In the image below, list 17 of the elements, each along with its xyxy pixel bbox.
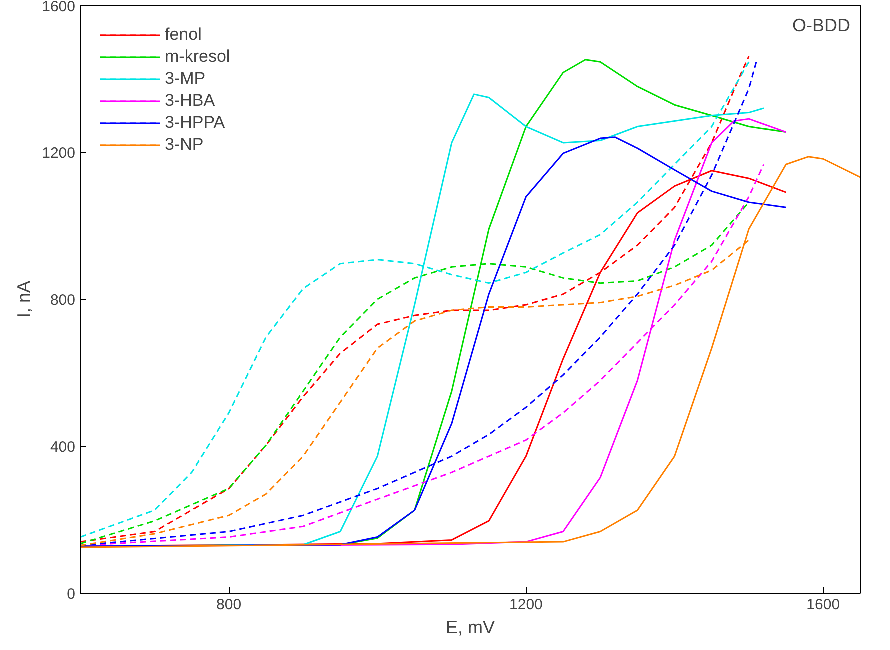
legend-label: 3-HBA [165, 91, 216, 111]
y-tick-label: 400 [50, 439, 76, 456]
x-tick-label: 800 [216, 596, 242, 614]
y-tick-label: 1600 [42, 0, 76, 16]
y-tick-label: 0 [67, 586, 76, 603]
y-tick-label: 1200 [42, 145, 76, 162]
x-axis-title: E, mV [446, 618, 496, 638]
y-axis-title: I, nA [14, 280, 34, 318]
legend-label: 3-MP [165, 69, 206, 89]
x-tick-label: 1600 [806, 596, 840, 614]
annotation: O-BDD [792, 16, 850, 36]
legend-label: 3-HPPA [165, 113, 226, 133]
y-tick-label: 800 [50, 292, 76, 309]
legend-label: fenol [165, 25, 202, 45]
x-tick-label: 1200 [510, 596, 543, 614]
legend-label: m-kresol [165, 47, 230, 67]
legend-label: 3-NP [165, 135, 204, 155]
